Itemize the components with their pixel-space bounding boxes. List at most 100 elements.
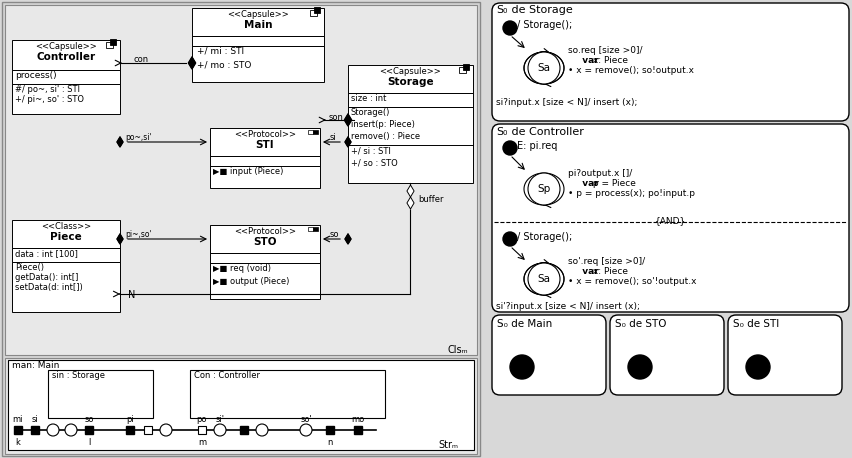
Polygon shape <box>344 114 351 126</box>
Text: Storage: Storage <box>387 77 434 87</box>
Circle shape <box>503 141 516 155</box>
Text: mo: mo <box>351 415 364 424</box>
Circle shape <box>65 424 77 436</box>
Text: ▶■ input (Piece): ▶■ input (Piece) <box>213 167 283 176</box>
Text: <<Protocol>>: <<Protocol>> <box>233 227 296 236</box>
FancyBboxPatch shape <box>309 10 317 16</box>
FancyBboxPatch shape <box>210 263 320 299</box>
Text: pi~,so': pi~,so' <box>125 230 152 239</box>
Text: <<Class>>: <<Class>> <box>41 222 91 231</box>
Text: buffer: buffer <box>418 195 444 204</box>
Text: n: n <box>327 438 332 447</box>
Text: <<Capsule>>: <<Capsule>> <box>227 10 289 19</box>
Polygon shape <box>406 185 413 197</box>
Text: var: var <box>575 267 598 276</box>
Text: S: S <box>495 127 503 137</box>
Text: l: l <box>88 438 90 447</box>
Text: setData(d: int[]): setData(d: int[]) <box>15 283 83 292</box>
Bar <box>239 426 248 434</box>
Text: STI: STI <box>256 140 274 150</box>
Text: +/ si : STI: +/ si : STI <box>350 146 390 155</box>
Text: so: so <box>84 415 94 424</box>
FancyBboxPatch shape <box>210 225 320 253</box>
FancyBboxPatch shape <box>110 39 116 45</box>
FancyBboxPatch shape <box>308 130 313 134</box>
Text: data : int [100]: data : int [100] <box>15 249 78 258</box>
Text: si': si' <box>216 415 224 424</box>
Circle shape <box>214 424 226 436</box>
FancyBboxPatch shape <box>210 166 320 188</box>
FancyBboxPatch shape <box>12 40 120 70</box>
Text: size : int: size : int <box>350 94 386 103</box>
FancyBboxPatch shape <box>12 248 120 262</box>
Text: man: Main: man: Main <box>12 361 60 370</box>
Bar <box>14 426 22 434</box>
Text: p = Piece: p = Piece <box>590 179 635 188</box>
Circle shape <box>503 21 516 35</box>
Bar <box>31 426 39 434</box>
Text: Sa: Sa <box>537 274 550 284</box>
Polygon shape <box>188 57 195 69</box>
Bar <box>85 426 93 434</box>
Circle shape <box>746 355 769 379</box>
Text: 0: 0 <box>503 130 507 136</box>
Text: so'.req [size >0]/: so'.req [size >0]/ <box>567 257 644 266</box>
Text: <<Capsule>>: <<Capsule>> <box>35 42 97 51</box>
Text: {AND}: {AND} <box>654 216 685 225</box>
Circle shape <box>503 232 516 246</box>
Text: <<Protocol>>: <<Protocol>> <box>233 130 296 139</box>
Circle shape <box>47 424 59 436</box>
Bar <box>325 426 334 434</box>
Text: con: con <box>134 55 149 64</box>
Polygon shape <box>344 234 350 244</box>
FancyBboxPatch shape <box>8 360 474 450</box>
Text: de Storage: de Storage <box>508 5 572 15</box>
Text: remove() : Piece: remove() : Piece <box>350 132 420 141</box>
FancyBboxPatch shape <box>492 124 848 312</box>
Text: Con : Controller: Con : Controller <box>193 371 260 380</box>
Text: si: si <box>32 415 38 424</box>
Circle shape <box>160 424 172 436</box>
FancyBboxPatch shape <box>106 42 112 48</box>
Text: so': so' <box>300 415 312 424</box>
Text: Main: Main <box>244 20 272 30</box>
Text: Piece(): Piece() <box>15 263 44 272</box>
Circle shape <box>527 173 560 205</box>
Text: Sp: Sp <box>537 184 550 194</box>
FancyBboxPatch shape <box>314 7 320 13</box>
Text: si?input.x [size < N]/ insert (x);: si?input.x [size < N]/ insert (x); <box>495 98 636 107</box>
FancyBboxPatch shape <box>5 5 476 355</box>
Text: E: pi.req: E: pi.req <box>516 141 556 151</box>
Text: process(): process() <box>15 71 56 80</box>
FancyBboxPatch shape <box>192 46 324 82</box>
Text: po~,si': po~,si' <box>125 133 152 142</box>
Text: #/ po~, si' : STI: #/ po~, si' : STI <box>15 85 80 94</box>
Text: x: Piece: x: Piece <box>590 267 627 276</box>
Text: N: N <box>128 290 135 300</box>
FancyBboxPatch shape <box>458 67 465 73</box>
FancyBboxPatch shape <box>609 315 723 395</box>
Text: S: S <box>495 5 503 15</box>
FancyBboxPatch shape <box>348 107 473 183</box>
FancyBboxPatch shape <box>190 370 384 418</box>
FancyBboxPatch shape <box>210 253 320 263</box>
Text: / Storage();: / Storage(); <box>516 20 572 30</box>
Text: x: Piece: x: Piece <box>590 56 627 65</box>
Circle shape <box>527 52 560 84</box>
Text: Sa: Sa <box>537 63 550 73</box>
Text: • x = remove(); so'!output.x: • x = remove(); so'!output.x <box>567 277 696 286</box>
Text: so.req [size >0]/: so.req [size >0]/ <box>567 46 642 55</box>
Text: <<Capsule>>: <<Capsule>> <box>379 67 440 76</box>
Circle shape <box>627 355 651 379</box>
Polygon shape <box>406 197 413 209</box>
FancyBboxPatch shape <box>727 315 841 395</box>
Text: var: var <box>575 56 598 65</box>
Text: • x = remove(); so!output.x: • x = remove(); so!output.x <box>567 66 694 75</box>
Text: +/ so : STO: +/ so : STO <box>350 158 397 167</box>
Circle shape <box>300 424 312 436</box>
Text: S₀ de Main: S₀ de Main <box>497 319 551 329</box>
Text: / Storage();: / Storage(); <box>516 232 572 242</box>
Text: so: so <box>330 230 339 239</box>
FancyBboxPatch shape <box>313 130 318 134</box>
FancyBboxPatch shape <box>313 227 318 231</box>
